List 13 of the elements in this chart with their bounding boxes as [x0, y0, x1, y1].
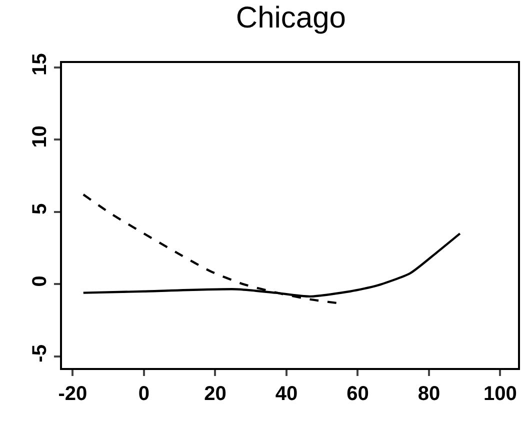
x-tick-label: -20	[58, 383, 88, 405]
x-tick-label: 20	[204, 383, 226, 405]
x-tick-label: 0	[138, 383, 150, 405]
x-tick-label: 80	[418, 383, 440, 405]
y-tick-label: 15	[29, 53, 51, 76]
y-tick-label: -5	[29, 344, 51, 362]
x-tick-label: 100	[484, 383, 517, 405]
y-tick-label: 5	[29, 203, 51, 214]
x-tick-label: 60	[346, 383, 369, 405]
y-tick-label: 0	[29, 276, 51, 287]
y-tick-label: 10	[29, 125, 51, 148]
chart-title: Chicago	[236, 1, 346, 34]
x-tick-label: 40	[275, 383, 298, 405]
